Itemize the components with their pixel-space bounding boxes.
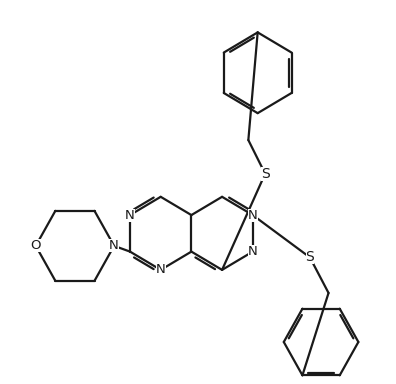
Text: N: N (109, 239, 119, 252)
Text: N: N (248, 245, 258, 258)
Text: N: N (248, 209, 258, 222)
Text: O: O (30, 239, 41, 252)
Text: N: N (125, 209, 135, 222)
Text: S: S (261, 167, 270, 181)
Text: N: N (156, 263, 166, 276)
Text: S: S (305, 250, 314, 265)
